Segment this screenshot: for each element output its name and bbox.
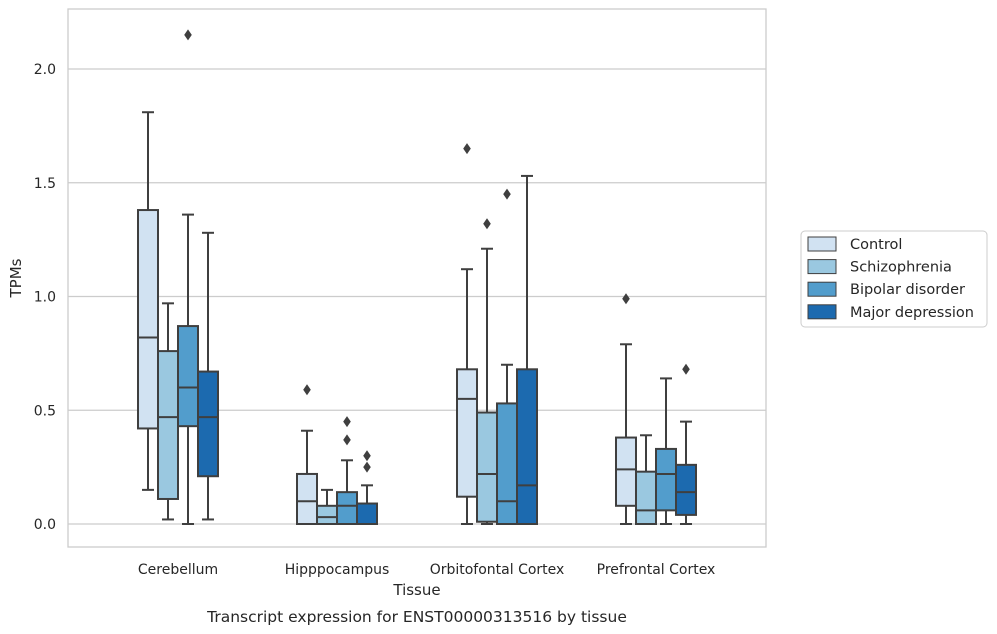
- box-body: [177, 325, 199, 428]
- outlier-point: [363, 450, 371, 462]
- box-cerebellum-schizophrenia: [157, 302, 179, 521]
- legend-frame: [800, 230, 988, 328]
- legend-label: Major depression: [850, 305, 974, 321]
- box-cerebellum-control: [137, 111, 159, 491]
- box-body: [157, 350, 179, 500]
- box-body: [496, 402, 518, 525]
- box-plot-marks: [137, 29, 697, 526]
- y-axis-label: TPMs: [7, 258, 25, 298]
- outlier-point: [343, 416, 351, 428]
- outlier-point: [463, 143, 471, 155]
- box-prefrontal-cortex-control: [615, 293, 637, 525]
- box-prefrontal-cortex-major-depression: [675, 363, 697, 525]
- y-axis-ticks: 0.0 0.5 1.0 1.5 2.0: [34, 62, 56, 533]
- box-hipppocampus-control: [296, 384, 318, 526]
- legend-swatch: [807, 259, 837, 275]
- x-axis-ticks: Cerebellum Hipppocampus Orbitofontal Corte…: [138, 562, 715, 578]
- box-body: [296, 472, 318, 526]
- x-axis-label: Tissue: [392, 581, 440, 599]
- plot-frame: [67, 8, 767, 548]
- outlier-point: [483, 218, 491, 230]
- legend-swatch: [807, 304, 837, 320]
- outlier-point: [184, 29, 192, 41]
- box-hipppocampus-schizophrenia: [316, 488, 338, 525]
- box-cerebellum-bipolar-disorder: [177, 29, 199, 525]
- box-orbitofontal-cortex-major-depression: [516, 174, 538, 525]
- y-tick-label: 0.0: [34, 517, 56, 533]
- outlier-point: [303, 384, 311, 396]
- box-prefrontal-cortex-schizophrenia: [635, 434, 657, 525]
- box-body: [615, 436, 637, 507]
- chart-caption: Transcript expression for ENST0000031351…: [206, 608, 627, 626]
- x-tick-label: Hipppocampus: [285, 562, 390, 578]
- box-hipppocampus-bipolar-disorder: [336, 416, 358, 525]
- box-body: [137, 209, 159, 430]
- y-tick-label: 1.5: [34, 176, 56, 192]
- legend-swatch: [807, 236, 837, 252]
- box-body: [655, 447, 677, 512]
- box-body: [675, 463, 697, 516]
- box-body: [197, 370, 219, 478]
- y-tick-label: 1.0: [34, 290, 56, 306]
- x-tick-label: Orbitofontal Cortex: [430, 562, 565, 578]
- x-tick-label: Prefrontal Cortex: [597, 562, 716, 578]
- legend: Control Schizophrenia Bipolar disorder Majo…: [800, 230, 988, 328]
- box-body: [356, 502, 378, 525]
- box-body: [635, 470, 657, 525]
- box-body: [476, 411, 498, 523]
- outlier-point: [503, 188, 511, 200]
- legend-label: Schizophrenia: [850, 260, 952, 276]
- box-hipppocampus-major-depression: [356, 450, 378, 525]
- outlier-point: [682, 363, 690, 375]
- outlier-point: [363, 461, 371, 473]
- box-body: [456, 368, 478, 498]
- outlier-point: [343, 434, 351, 446]
- y-tick-label: 0.5: [34, 403, 56, 419]
- x-tick-label: Cerebellum: [138, 562, 218, 578]
- y-tick-label: 2.0: [34, 62, 56, 78]
- legend-label: Bipolar disorder: [850, 282, 965, 298]
- box-body: [316, 504, 338, 525]
- box-orbitofontal-cortex-control: [456, 143, 478, 525]
- outlier-point: [622, 293, 630, 305]
- box-orbitofontal-cortex-bipolar-disorder: [496, 188, 518, 525]
- box-body: [336, 491, 358, 525]
- legend-swatch: [807, 281, 837, 297]
- box-cerebellum-major-depression: [197, 231, 219, 521]
- legend-label: Control: [850, 237, 902, 253]
- box-body: [516, 368, 538, 525]
- box-prefrontal-cortex-bipolar-disorder: [655, 377, 677, 525]
- box-orbitofontal-cortex-schizophrenia: [476, 218, 498, 525]
